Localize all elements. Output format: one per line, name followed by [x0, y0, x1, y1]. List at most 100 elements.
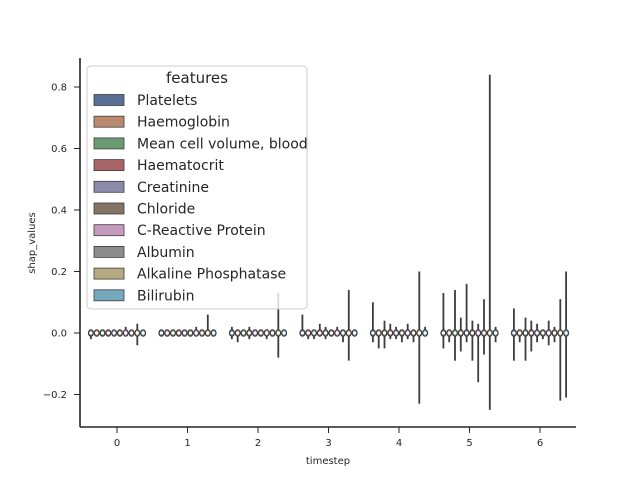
violin-median [312, 331, 316, 335]
violin-median [253, 331, 257, 335]
plot-area [87, 74, 570, 410]
violin-median [518, 331, 522, 335]
violin-median [129, 331, 134, 335]
y-ticks: −0.2 0.0 0.2 0.4 0.6 0.8 [43, 83, 80, 401]
x-tick-label: 1 [184, 438, 190, 449]
violin-median [441, 331, 445, 335]
legend-label: Creatinine [137, 180, 209, 196]
violin-median [406, 331, 410, 335]
legend-label: Alkaline Phosphatase [137, 267, 286, 283]
violin-group [87, 323, 147, 346]
violin-median [417, 331, 421, 335]
violin-median [523, 331, 528, 335]
violin-median [247, 331, 251, 335]
violin-median [476, 331, 480, 335]
violin-median [300, 331, 304, 335]
violin-median [382, 331, 387, 335]
violin-median [512, 331, 516, 335]
legend-label: Haemoglobin [137, 115, 230, 131]
violin-median [488, 331, 492, 335]
violin-median [388, 331, 392, 335]
violin-median [558, 331, 562, 335]
legend-entry: Haematocrit [93, 158, 224, 174]
violin-median [318, 331, 322, 335]
violin-median [564, 331, 568, 335]
violin-median [552, 331, 557, 335]
legend-entry: Chloride [93, 202, 195, 218]
violin-median [165, 331, 169, 335]
violin-median [453, 331, 457, 335]
violin-median [265, 331, 269, 335]
legend-swatch [93, 159, 125, 172]
violin-median [529, 331, 533, 335]
violin-median [353, 331, 357, 335]
violin-group [299, 289, 358, 361]
x-tick-label: 5 [466, 438, 472, 449]
x-axis-label: timestep [306, 456, 350, 467]
violin-median [347, 331, 351, 335]
violin-median [411, 331, 416, 335]
violin-median [494, 331, 498, 335]
violin-median [400, 331, 404, 335]
y-tick-label: 0.0 [51, 329, 67, 340]
violin-median [470, 331, 474, 335]
legend-entry: Alkaline Phosphatase [93, 267, 286, 283]
legend-label: Bilirubin [137, 288, 195, 304]
violin-median [459, 331, 463, 335]
violin-median [482, 331, 486, 335]
legend-frame [86, 65, 308, 310]
legend-label: C-Reactive Protein [137, 223, 266, 239]
legend-swatch [93, 289, 125, 302]
violin-median [541, 331, 545, 335]
violin-group [369, 271, 429, 404]
legend-entry: Haemoglobin [93, 115, 230, 131]
legend-swatch [93, 245, 125, 258]
violin-group [158, 314, 217, 337]
violin-median [324, 331, 328, 335]
legend-label: Chloride [137, 202, 195, 218]
violin-median [341, 331, 345, 335]
violin-median [106, 331, 110, 335]
violin-median [465, 331, 469, 335]
legend-entry: C-Reactive Protein [93, 223, 266, 239]
violin-median [236, 331, 240, 335]
violin-median [171, 331, 175, 335]
violin-group [510, 271, 570, 401]
violin-median [371, 331, 375, 335]
violin-median [394, 331, 398, 335]
legend-swatch [93, 202, 125, 215]
legend: features Platelets Haemoglobin Mean cell v… [86, 65, 308, 310]
legend-items: Platelets Haemoglobin Mean cell volume, bl… [93, 93, 308, 304]
violin-median [206, 331, 210, 335]
violin-median [423, 331, 427, 335]
legend-label: Platelets [137, 93, 197, 109]
violin-median [535, 331, 539, 335]
legend-entry: Bilirubin [93, 288, 195, 304]
legend-entry: Creatinine [93, 180, 209, 196]
x-tick-label: 6 [537, 438, 543, 449]
violin-median [276, 331, 280, 335]
legend-swatch [93, 267, 125, 280]
legend-entry: Platelets [93, 93, 197, 109]
y-tick-label: 0.4 [51, 206, 67, 217]
violin-median [306, 331, 310, 335]
violin-median [159, 331, 163, 335]
legend-swatch [93, 224, 125, 237]
y-tick-label: 0.2 [51, 267, 67, 278]
violin-median [183, 331, 187, 335]
violin-median [547, 331, 551, 335]
y-axis-label: shap_values [27, 212, 38, 274]
legend-label: Albumin [137, 245, 195, 261]
x-ticks: 0 1 2 3 4 5 6 [114, 427, 543, 449]
violin-median [95, 331, 99, 335]
legend-label: Mean cell volume, blood [137, 136, 308, 152]
violin-median [447, 331, 451, 335]
violin-median [200, 331, 204, 335]
legend-swatch [93, 94, 125, 106]
violin-median [112, 331, 116, 335]
violin-median [259, 331, 263, 335]
legend-entry: Albumin [93, 245, 195, 261]
violin-median [270, 331, 275, 335]
violin-median [335, 331, 339, 335]
